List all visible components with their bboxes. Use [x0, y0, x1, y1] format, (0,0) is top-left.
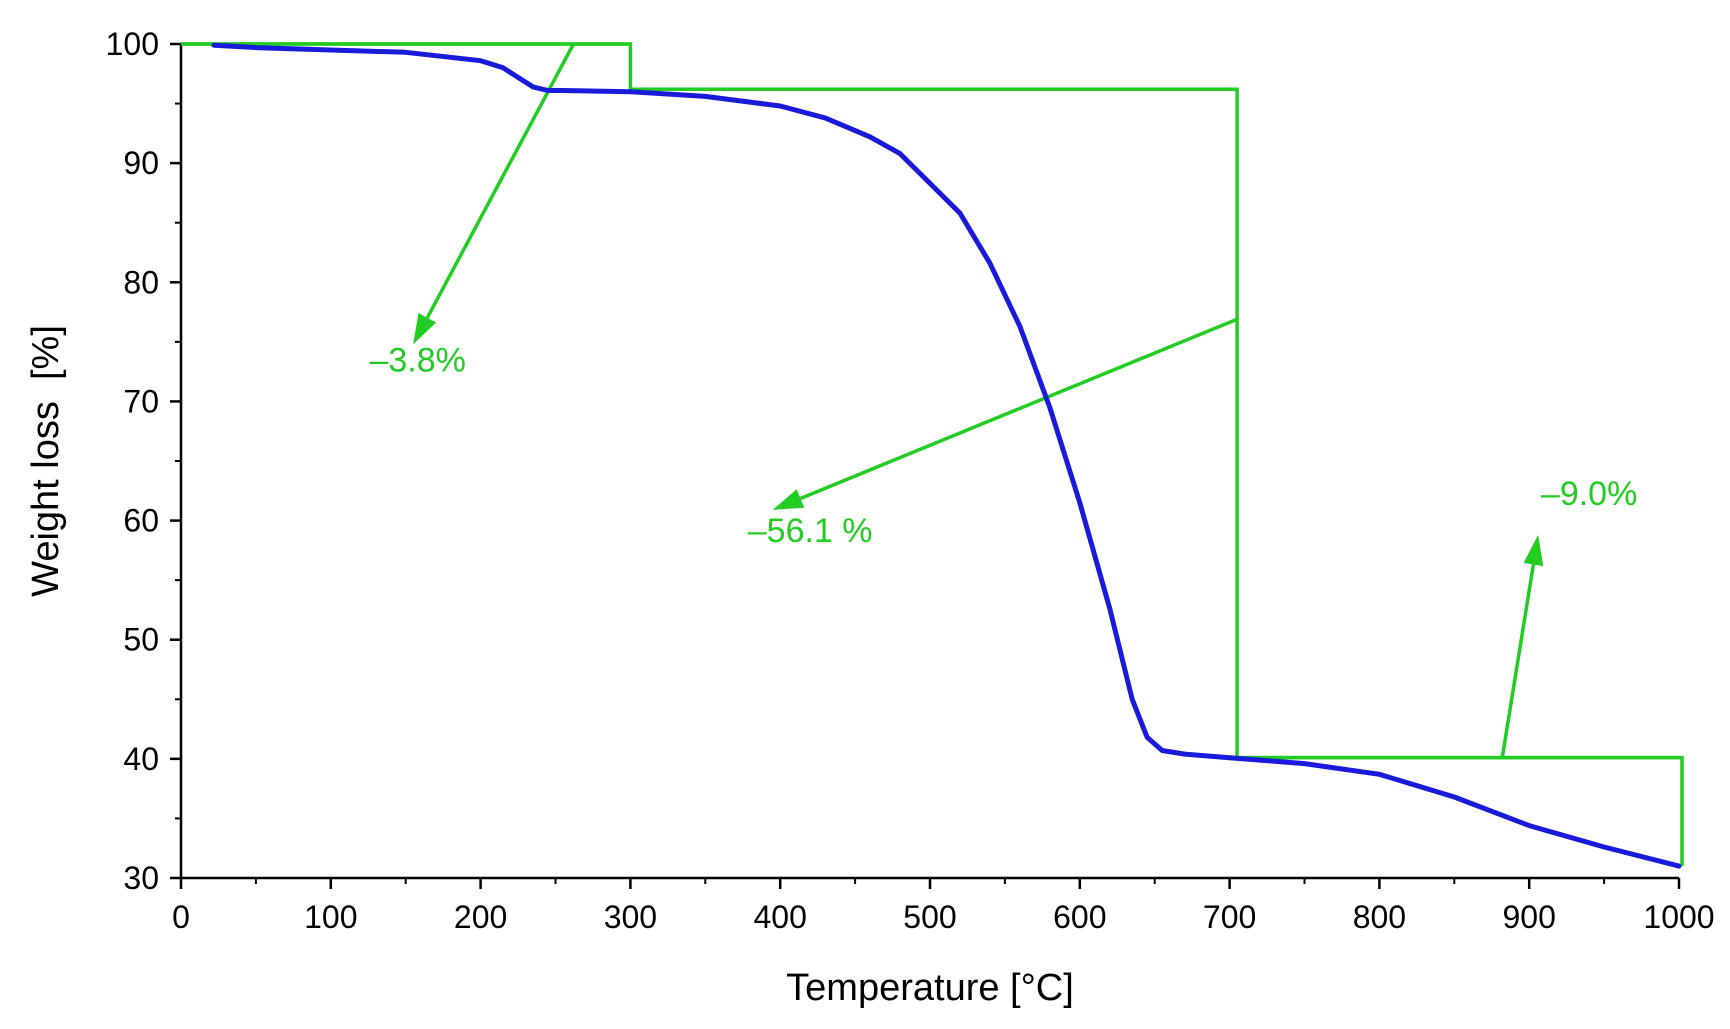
x-tick-label: 200 — [454, 899, 507, 935]
step-annotations: –3.8% –56.1 % –9.0% — [181, 42, 1684, 867]
x-tick-label: 400 — [754, 899, 807, 935]
y-tick-label: 30 — [123, 860, 159, 896]
step-arrow-head — [413, 313, 437, 345]
y-tick-label: 40 — [123, 741, 159, 777]
x-tick-label: 600 — [1053, 899, 1106, 935]
x-tick-label: 700 — [1203, 899, 1256, 935]
step-arrow-head — [1523, 534, 1544, 567]
step-label: –56.1 % — [748, 512, 873, 550]
x-tick-label: 800 — [1353, 899, 1406, 935]
x-tick-label: 100 — [304, 899, 357, 935]
y-tick-label: 60 — [123, 503, 159, 539]
x-axis-title: Temperature [°C] — [786, 967, 1074, 1009]
x-tick-label: 300 — [604, 899, 657, 935]
y-axis-title: Weight loss [%] — [25, 325, 67, 597]
y-tick-label: 50 — [123, 622, 159, 658]
x-tick-label: 900 — [1503, 899, 1556, 935]
y-tick-label: 80 — [123, 264, 159, 300]
series-layer — [211, 42, 1682, 869]
step-arrow-head — [772, 489, 805, 510]
axes: 0 100 200 300 400 500 600 700 800 900 1000 30 40 50 60… — [106, 26, 1715, 935]
series-line — [211, 42, 1682, 869]
y-tick-label: 100 — [106, 26, 159, 62]
step-label: –9.0% — [1541, 475, 1637, 513]
x-tick-label: 500 — [903, 899, 956, 935]
step-arrow-shaft — [1500, 564, 1536, 758]
y-tick-label: 90 — [123, 145, 159, 181]
x-tick-label: 1000 — [1643, 899, 1714, 935]
y-tick-label: 70 — [123, 383, 159, 419]
step-arrow-shaft — [799, 317, 1238, 501]
step-label: –3.8% — [369, 342, 465, 380]
x-tick-label: 0 — [172, 899, 190, 935]
